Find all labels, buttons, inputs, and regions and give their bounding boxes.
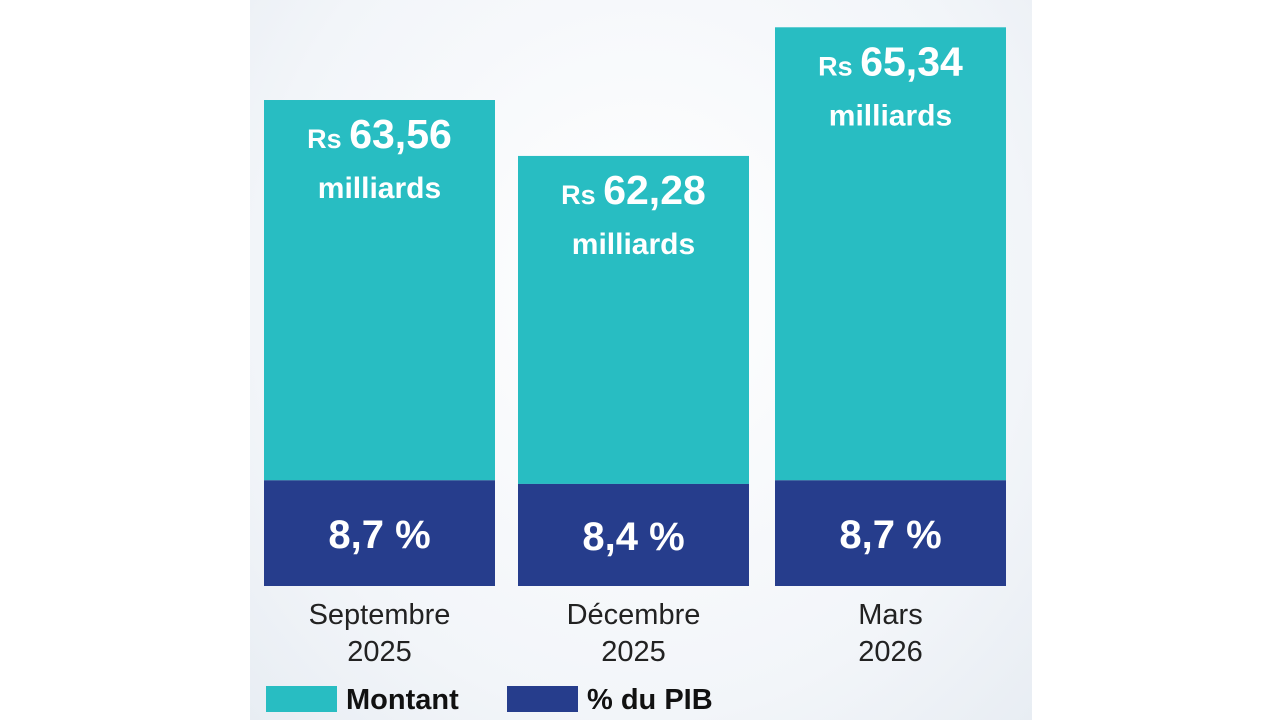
- category-label: Septembre 2025: [309, 599, 451, 668]
- bar-pib: [775, 480, 1006, 586]
- montant-unit-label: milliards: [829, 99, 952, 132]
- category-label-line-1: Septembre: [309, 599, 451, 631]
- montant-unit-label: milliards: [572, 228, 695, 261]
- currency-label: Rs: [818, 51, 860, 81]
- legend-swatch-pib: [507, 686, 578, 712]
- bar-montant: [775, 27, 1006, 481]
- legend-label-montant: Montant: [346, 684, 459, 716]
- category-label-line-1: Décembre: [567, 599, 701, 631]
- montant-value-label: Rs 65,34: [818, 38, 963, 84]
- chart-canvas: Rs 63,56 milliards 8,7 % Septembre 2025 Rs 62…: [250, 0, 1032, 720]
- category-label: Mars 2026: [858, 599, 923, 668]
- legend-label-pib: % du PIB: [587, 684, 713, 716]
- pib-value-label: 8,7 %: [839, 513, 941, 557]
- currency-label: Rs: [561, 180, 603, 210]
- montant-value: 65,34: [860, 38, 963, 84]
- category-label-line-1: Mars: [858, 599, 922, 631]
- currency-label: Rs: [307, 124, 349, 154]
- montant-value-label: Rs 63,56: [307, 111, 452, 157]
- pib-value-label: 8,7 %: [328, 513, 430, 557]
- montant-unit-label: milliards: [318, 172, 441, 205]
- category-label-line-2: 2026: [858, 636, 923, 668]
- bar-pib: [264, 480, 495, 586]
- category-label-line-2: 2025: [347, 636, 412, 668]
- montant-value-label: Rs 62,28: [561, 167, 706, 213]
- montant-value: 62,28: [603, 167, 706, 213]
- montant-value: 63,56: [349, 111, 452, 157]
- category-label-line-2: 2025: [601, 636, 666, 668]
- bar-pib: [518, 483, 749, 586]
- bar-chart: Rs 63,56 milliards 8,7 % Septembre 2025 Rs 62…: [264, 27, 1006, 716]
- bar-montant: [518, 155, 749, 484]
- bar-montant: [264, 100, 495, 481]
- legend-swatch-montant: [266, 686, 337, 712]
- category-label: Décembre 2025: [567, 599, 701, 668]
- pib-value-label: 8,4 %: [582, 515, 684, 559]
